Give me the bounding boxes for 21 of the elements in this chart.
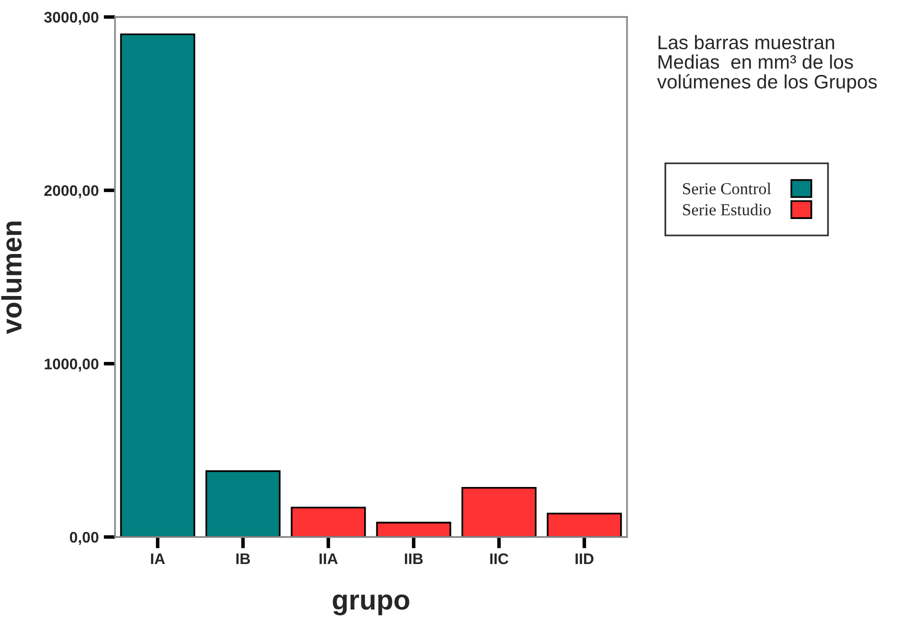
- y-tick-label: 1000,00: [44, 358, 98, 372]
- y-tick-label: 0,00: [70, 532, 98, 545]
- legend-label: Serie Control: [683, 182, 772, 194]
- x-axis-title: grupo: [332, 594, 410, 616]
- y-tick-label: 3000,00: [44, 12, 98, 25]
- y-axis-title: volumen: [1, 222, 22, 334]
- x-tick-label: IIB: [404, 554, 423, 564]
- x-tick-label: IID: [576, 554, 594, 564]
- bar: [546, 512, 622, 537]
- x-tick-label: IIA: [320, 554, 338, 564]
- x-tick-label: IA: [151, 554, 165, 564]
- text: Las barras muestran Medias en mm³ de los volúmenes de los Grupos: [657, 35, 877, 92]
- legend-label: Serie Estudio: [683, 204, 771, 216]
- bar: [290, 506, 366, 537]
- bar: [376, 522, 452, 537]
- bar: [461, 486, 537, 537]
- x-tick-label: IIC: [490, 553, 508, 564]
- bar: [120, 34, 196, 537]
- y-tick-label: 2000,00: [44, 185, 98, 198]
- x-tick-label: IB: [236, 554, 250, 564]
- bar: [205, 470, 281, 537]
